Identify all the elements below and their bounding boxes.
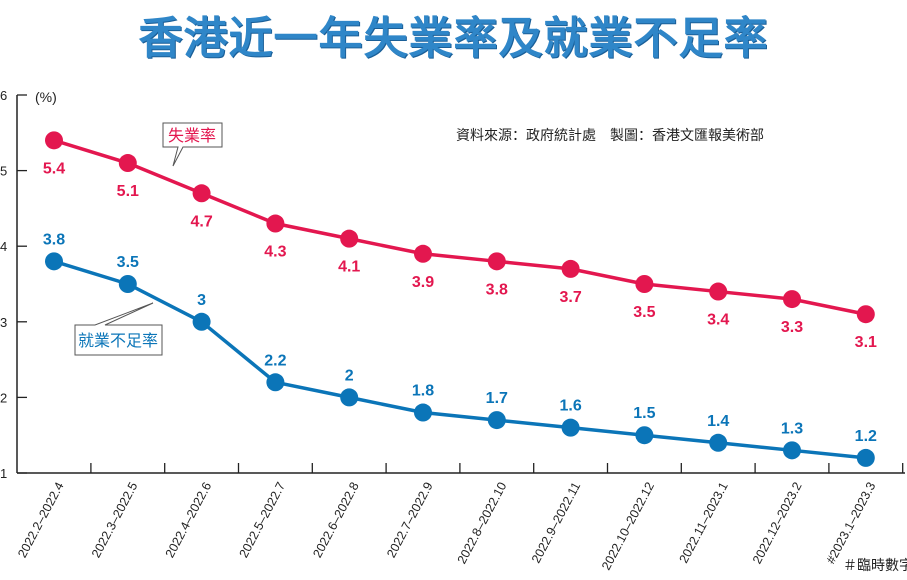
data-point	[192, 184, 211, 203]
data-point	[561, 259, 580, 278]
data-label: 1.5	[633, 405, 655, 422]
data-point	[783, 290, 801, 309]
data-point	[340, 388, 359, 407]
source-note: 資料來源：政府統計處 製圖：香港文匯報美術部	[456, 128, 764, 144]
y-tick-label: 3	[0, 315, 7, 330]
legend-callout-box	[162, 122, 223, 167]
chart-title: 香港近一年失業率及就業不足率	[138, 13, 769, 64]
y-tick-label: 1	[0, 466, 7, 481]
data-label: 3.5	[633, 304, 655, 321]
data-point	[45, 131, 63, 150]
data-label: 3.8	[486, 281, 508, 298]
data-point	[709, 282, 728, 301]
series-line-unemployment	[53, 138, 867, 316]
data-label: 3.4	[707, 312, 729, 329]
data-point	[192, 312, 211, 331]
y-tick-label: 5	[0, 164, 7, 179]
x-tick-label: 2022.11–2023.1	[676, 480, 730, 566]
data-point	[783, 441, 801, 460]
x-tick-label: #2023.1–2023.3	[824, 480, 879, 566]
x-tick-label: 2022.4–2022.6	[163, 480, 215, 560]
series-line-underemployment	[53, 259, 866, 460]
data-point	[635, 426, 654, 445]
x-tick-label: 2022.7–2022.9	[384, 480, 436, 560]
legend-label-unemployment: 失業率	[168, 127, 216, 145]
data-label: 1.2	[855, 428, 877, 445]
data-point	[856, 448, 875, 467]
data-label: 4.1	[338, 259, 360, 276]
data-label: 3.7	[559, 289, 581, 306]
x-tick-label: 2022.12–2023.2	[750, 480, 805, 566]
data-label: 3	[197, 292, 206, 309]
y-tick-label: 4	[0, 239, 7, 254]
data-label: 2.2	[264, 352, 286, 369]
data-label: 1.3	[781, 420, 803, 437]
data-label: 1.4	[707, 413, 729, 430]
x-tick-label: 2022.5–2022.7	[237, 480, 289, 560]
x-tick-label: 2022.2–2022.4	[15, 480, 67, 560]
footnote: ＃臨時數字	[843, 558, 907, 574]
data-label: 4.7	[190, 213, 212, 230]
x-tick-label: 2022.9–2022.11	[529, 480, 583, 566]
data-point	[340, 229, 359, 248]
legend-callout-box	[74, 302, 163, 356]
data-label: 3.9	[412, 274, 434, 291]
data-point	[414, 244, 432, 263]
x-tick-label: 2022.10–2022.12	[599, 480, 657, 573]
data-point	[414, 403, 432, 422]
y-axis-label: (%)	[35, 89, 57, 105]
data-label: 1.8	[412, 383, 434, 400]
data-label: 1.6	[559, 398, 581, 415]
data-label: 5.1	[117, 183, 139, 200]
data-point	[487, 252, 506, 271]
data-label: 2	[345, 367, 354, 384]
data-label: 3.3	[781, 319, 803, 336]
data-point	[709, 433, 728, 452]
data-point	[118, 154, 137, 173]
data-point	[561, 418, 580, 437]
x-tick-label: 2022.3–2022.5	[89, 480, 141, 560]
data-point	[118, 275, 137, 293]
data-point	[266, 214, 285, 233]
data-point	[45, 252, 63, 271]
data-label: 3.5	[117, 254, 139, 271]
data-point	[635, 275, 654, 293]
data-label: 3.8	[43, 231, 65, 248]
x-tick-label: 2022.6–2022.8	[310, 480, 362, 560]
y-tick-label: 2	[0, 390, 7, 405]
y-tick-label: 6	[0, 88, 7, 103]
data-label: 5.4	[43, 160, 65, 177]
data-point	[487, 411, 506, 430]
data-label: 1.7	[486, 390, 508, 407]
x-tick-label: 2022.8–2022.10	[455, 480, 510, 566]
data-point	[856, 305, 875, 324]
data-label: 4.3	[264, 244, 286, 261]
legend-label-underemployment: 就業不足率	[78, 332, 158, 350]
data-label: 3.1	[855, 334, 877, 351]
data-point	[266, 373, 285, 392]
